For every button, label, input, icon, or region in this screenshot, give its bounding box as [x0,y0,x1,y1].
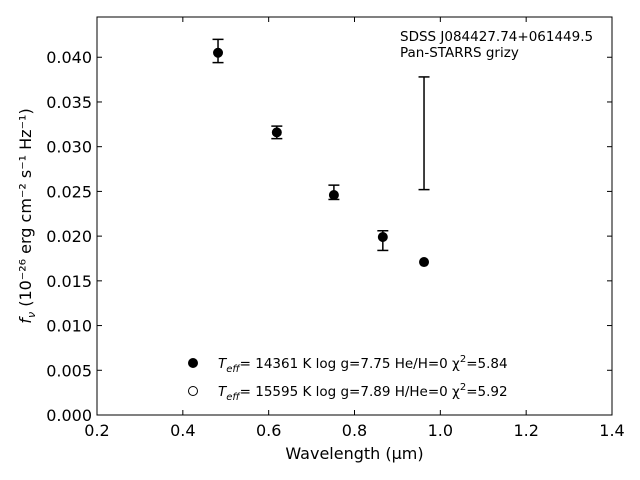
legend-entry-1: Teff= 14361 K log g=7.75 He/H=0 χ2=5.84 [218,354,508,375]
y-tick-label: 0.000 [46,406,92,425]
x-tick-label: 1.4 [599,421,624,440]
model-point-filled [328,189,339,200]
model-point-filled [377,232,388,243]
x-tick-label: 0.6 [256,421,281,440]
y-tick-label: 0.010 [46,317,92,336]
legend-marker-open [188,386,198,396]
model-point-filled [213,47,224,58]
y-tick-label: 0.020 [46,227,92,246]
x-tick-label: 0.8 [342,421,367,440]
legend: Teff= 14361 K log g=7.75 He/H=0 χ2=5.84 … [188,354,508,403]
legend-marker-filled [188,358,198,368]
annotation-photometry: Pan-STARRS grizy [400,45,519,61]
x-axis-label: Wavelength (μm) [285,444,423,463]
y-axis-label: fν (10⁻²⁶ erg cm⁻² s⁻¹ Hz⁻¹) [16,108,38,323]
x-tick-label: 0.2 [84,421,109,440]
model-point-filled [271,127,282,138]
x-tick-label: 1.0 [428,421,453,440]
error-bar [418,76,430,191]
x-tick-label: 1.2 [513,421,538,440]
annotation-object-name: SDSS J084427.74+061449.5 [400,29,593,45]
legend-entry-2: Teff= 15595 K log g=7.89 H/He=0 χ2=5.92 [218,382,508,403]
y-tick-label: 0.015 [46,272,92,291]
model-point-filled [419,257,430,268]
y-tick-label: 0.035 [46,93,92,112]
y-tick-label: 0.005 [46,361,92,380]
y-tick-label: 0.040 [46,48,92,67]
y-tick-label: 0.025 [46,182,92,201]
y-tick-label: 0.030 [46,138,92,157]
x-tick-label: 0.4 [170,421,195,440]
